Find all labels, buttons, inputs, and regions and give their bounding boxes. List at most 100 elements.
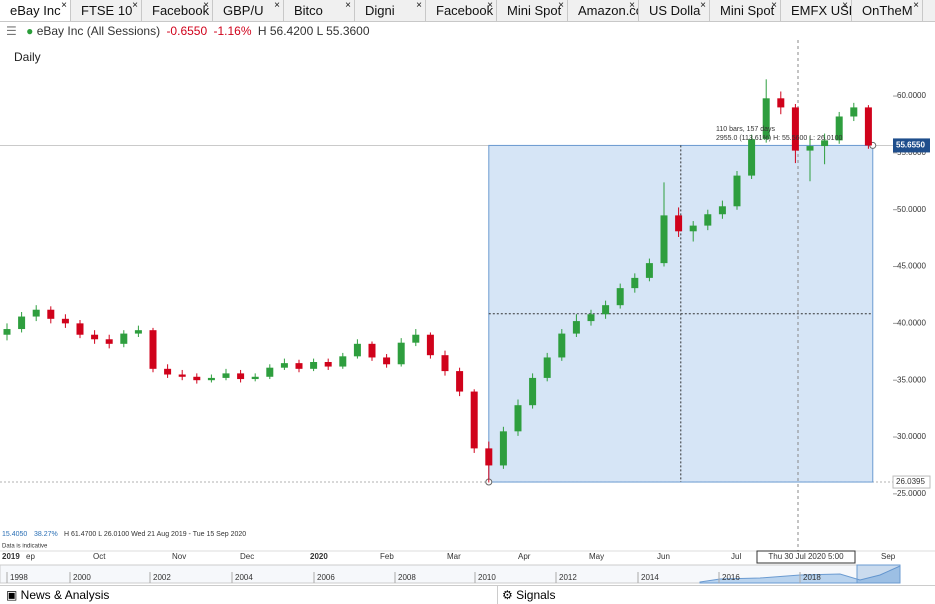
candle-body (718, 206, 726, 215)
tab-close[interactable]: × (487, 0, 493, 11)
x-tick-label: 2020 (310, 552, 328, 561)
x-tick-label: May (589, 552, 604, 561)
candle-body (514, 405, 522, 432)
candle-body (324, 362, 332, 367)
candle-body (47, 309, 55, 319)
panel-tab[interactable]: ⚙ Signals (497, 586, 555, 604)
tab-label: Digni (365, 3, 395, 18)
symbol[interactable]: eBay Inc (All Sessions) (36, 24, 161, 38)
summary-note: Data is indicative (2, 544, 48, 550)
candle-body (850, 107, 858, 117)
candle-body (791, 107, 799, 151)
candle-body (61, 318, 69, 324)
candle-body (558, 333, 566, 358)
tab-close[interactable]: × (132, 0, 138, 11)
panel-tab[interactable]: ▣ News & Analysis (6, 588, 110, 602)
navigator-year: 2018 (803, 573, 821, 582)
tab-close[interactable]: × (771, 0, 777, 11)
tab-close[interactable]: × (203, 0, 209, 11)
tab[interactable]: eBay Inc × (0, 0, 71, 21)
candle-body (616, 288, 624, 306)
x-tick-label: ep (26, 552, 35, 561)
navigator-year: 2012 (559, 573, 577, 582)
candle-body (485, 448, 493, 466)
y-tick-label: 60.0000 (897, 91, 926, 100)
candle-body (353, 343, 361, 357)
candle-body (689, 225, 697, 232)
tab[interactable]: Facebook I × (142, 0, 213, 21)
candle-body (456, 371, 464, 392)
measure-text: 2955.0 (113.61%) H: 55.5600 L: 26.0100 (716, 135, 842, 142)
candle-body (222, 373, 230, 378)
candle-body (207, 377, 215, 381)
menu-icon[interactable]: ☰ (6, 24, 17, 38)
tab[interactable]: Digni × (355, 0, 426, 21)
tab-label: EMFX USD/Ph (791, 3, 851, 18)
x-tick-label: Mar (447, 552, 461, 561)
candle-body (426, 334, 434, 356)
interval-label: Daily (14, 50, 41, 64)
tab-label: Facebook I (152, 3, 213, 18)
candle-body (91, 334, 99, 340)
crosshair-label-bg (756, 550, 856, 564)
tab-label: OnTheM (862, 3, 913, 18)
candle-body (645, 263, 653, 278)
x-tick-label: Jul (731, 552, 741, 561)
candle-body (76, 323, 84, 335)
x-tick-label: Apr (518, 552, 531, 561)
instrument-header: ☰ ● eBay Inc (All Sessions) -0.6550 -1.1… (0, 22, 370, 40)
candle-body (470, 391, 478, 449)
x-tick-label: Dec (240, 552, 254, 561)
tab[interactable]: Mini Spot × (710, 0, 781, 21)
panel-label: Signals (516, 588, 556, 602)
tab-close[interactable]: × (345, 0, 351, 11)
tab[interactable]: Bitco × (284, 0, 355, 21)
candle-body (32, 309, 40, 317)
tab[interactable]: FTSE 10 × (71, 0, 142, 21)
tab-close[interactable]: × (842, 0, 848, 11)
tab[interactable]: Facebook I × (426, 0, 497, 21)
candle-body (105, 339, 113, 344)
y-tick-label: 30.0000 (897, 432, 926, 441)
tab[interactable]: OnTheM × (852, 0, 923, 21)
candle-body (704, 214, 712, 226)
navigator-year: 2014 (641, 573, 659, 582)
candle-body (280, 363, 288, 368)
tab-close[interactable]: × (700, 0, 706, 11)
tab-close[interactable]: × (558, 0, 564, 11)
tab[interactable]: Mini Spot × (497, 0, 568, 21)
tab-close[interactable]: × (629, 0, 635, 11)
navigator-year: 2000 (73, 573, 91, 582)
tab-close[interactable]: × (416, 0, 422, 11)
candle-body (660, 215, 668, 264)
y-tick-label: 45.0000 (897, 262, 926, 271)
y-tick-label: 35.0000 (897, 375, 926, 384)
tab[interactable]: EMFX USD/Ph× (781, 0, 852, 21)
high-low: H 56.4200 L 55.3600 (257, 24, 370, 38)
candle-body (762, 98, 770, 140)
candle-body (441, 355, 449, 372)
candle-body (835, 116, 843, 141)
navigator-year: 2016 (722, 573, 740, 582)
tab-label: Mini Spot (507, 3, 562, 18)
y-tick-label: 25.0000 (897, 489, 926, 498)
candle-body (587, 314, 595, 322)
candle-body (806, 146, 814, 151)
candle-body (821, 140, 829, 147)
tab[interactable]: US Dolla × (639, 0, 710, 21)
tab[interactable]: Amazon.com× (568, 0, 639, 21)
tab-close[interactable]: × (274, 0, 280, 11)
candle-body (251, 376, 259, 380)
navigator-year: 2006 (317, 573, 335, 582)
change-pct: -1.16% (213, 24, 252, 38)
tab-close[interactable]: × (913, 0, 919, 11)
y-tick-label: 50.0000 (897, 205, 926, 214)
tab-label: Amazon.com (578, 3, 638, 18)
price-label: 55.6550 (896, 141, 925, 150)
change: -0.6550 (166, 24, 208, 38)
tab[interactable]: GBP/U × (213, 0, 284, 21)
x-tick-label: Oct (93, 552, 106, 561)
candle-body (397, 342, 405, 365)
tab-close[interactable]: × (61, 0, 67, 11)
candle-body (675, 215, 683, 232)
